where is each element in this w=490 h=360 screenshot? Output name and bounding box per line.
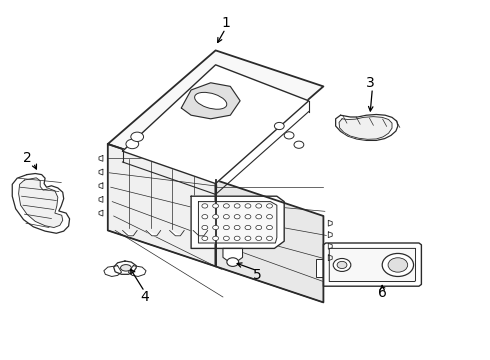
Polygon shape [12, 174, 70, 233]
Circle shape [131, 132, 144, 141]
Circle shape [267, 204, 272, 208]
Circle shape [333, 258, 351, 271]
Polygon shape [99, 169, 103, 175]
FancyBboxPatch shape [316, 259, 323, 277]
Circle shape [234, 236, 240, 240]
Polygon shape [193, 230, 204, 236]
Polygon shape [114, 261, 136, 274]
Circle shape [388, 258, 408, 272]
Polygon shape [323, 243, 421, 286]
Circle shape [202, 215, 208, 219]
Circle shape [274, 122, 284, 130]
Ellipse shape [195, 93, 227, 109]
Circle shape [245, 225, 251, 230]
Circle shape [267, 215, 272, 219]
Circle shape [267, 225, 272, 230]
Circle shape [213, 204, 219, 208]
Text: 3: 3 [366, 76, 374, 90]
Circle shape [126, 139, 139, 149]
Circle shape [256, 204, 262, 208]
Circle shape [284, 132, 294, 139]
Circle shape [202, 236, 208, 240]
Polygon shape [223, 248, 243, 262]
Circle shape [223, 236, 229, 240]
Circle shape [213, 215, 219, 219]
Circle shape [245, 215, 251, 219]
Circle shape [267, 236, 272, 240]
Circle shape [245, 204, 251, 208]
Text: 6: 6 [378, 287, 387, 300]
Polygon shape [19, 178, 63, 228]
Circle shape [234, 204, 240, 208]
Circle shape [337, 261, 347, 269]
Polygon shape [108, 144, 216, 266]
Polygon shape [170, 230, 180, 236]
Circle shape [245, 236, 251, 240]
Polygon shape [328, 243, 332, 249]
Polygon shape [146, 230, 157, 236]
Text: 1: 1 [221, 17, 230, 30]
Circle shape [202, 225, 208, 230]
Polygon shape [99, 183, 103, 189]
Ellipse shape [121, 265, 131, 271]
Polygon shape [99, 210, 103, 216]
Polygon shape [216, 180, 323, 302]
Polygon shape [122, 65, 309, 184]
Circle shape [256, 215, 262, 219]
Text: 2: 2 [23, 152, 31, 165]
Polygon shape [339, 117, 392, 139]
Circle shape [256, 225, 262, 230]
Polygon shape [336, 114, 398, 140]
Text: 4: 4 [140, 290, 149, 304]
Polygon shape [328, 255, 332, 261]
Polygon shape [328, 220, 332, 226]
Circle shape [223, 225, 229, 230]
Polygon shape [99, 197, 103, 202]
Circle shape [234, 215, 240, 219]
Circle shape [223, 204, 229, 208]
Polygon shape [99, 156, 103, 161]
Polygon shape [328, 232, 332, 238]
Circle shape [256, 236, 262, 240]
Polygon shape [191, 196, 284, 248]
Polygon shape [128, 266, 146, 276]
Circle shape [382, 253, 414, 276]
Circle shape [223, 215, 229, 219]
Circle shape [227, 258, 239, 266]
Circle shape [213, 225, 219, 230]
Circle shape [294, 141, 304, 148]
Polygon shape [122, 230, 133, 236]
Polygon shape [104, 266, 122, 276]
Circle shape [202, 204, 208, 208]
Circle shape [234, 225, 240, 230]
Text: 5: 5 [253, 269, 262, 282]
Polygon shape [198, 202, 277, 243]
Polygon shape [329, 248, 416, 282]
FancyBboxPatch shape [406, 259, 414, 277]
Circle shape [213, 236, 219, 240]
Polygon shape [181, 83, 240, 119]
Polygon shape [108, 50, 323, 180]
